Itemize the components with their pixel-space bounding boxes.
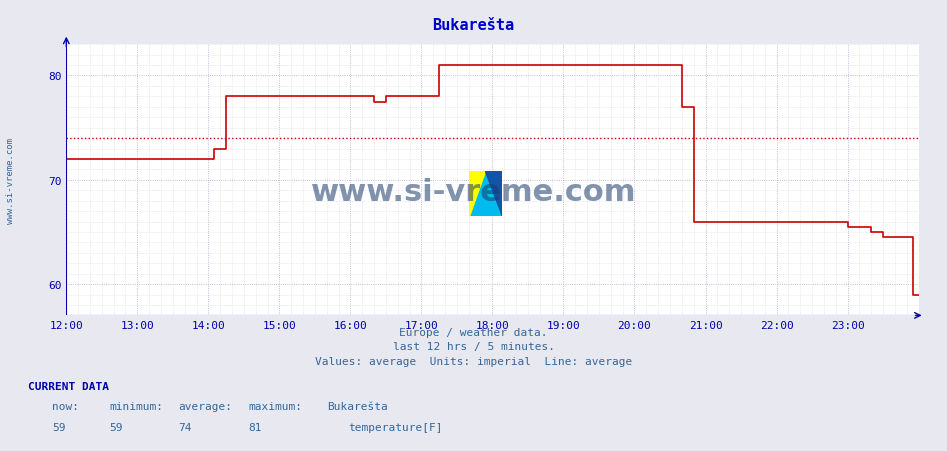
- Text: temperature[F]: temperature[F]: [348, 422, 443, 432]
- Text: average:: average:: [178, 401, 232, 411]
- Polygon shape: [486, 171, 502, 216]
- Text: 74: 74: [178, 422, 191, 432]
- Text: Europe / weather data.
last 12 hrs / 5 minutes.
Values: average  Units: imperial: Europe / weather data. last 12 hrs / 5 m…: [314, 327, 633, 367]
- Text: minimum:: minimum:: [109, 401, 163, 411]
- Text: www.si-vreme.com: www.si-vreme.com: [311, 177, 636, 206]
- Text: maximum:: maximum:: [248, 401, 302, 411]
- Text: now:: now:: [52, 401, 80, 411]
- Text: 59: 59: [109, 422, 122, 432]
- Text: www.si-vreme.com: www.si-vreme.com: [6, 138, 15, 223]
- Text: 81: 81: [248, 422, 261, 432]
- Text: Bukarešta: Bukarešta: [327, 401, 387, 411]
- Text: Bukarešta: Bukarešta: [433, 18, 514, 33]
- Text: CURRENT DATA: CURRENT DATA: [28, 381, 110, 391]
- Text: 59: 59: [52, 422, 65, 432]
- Polygon shape: [469, 171, 502, 216]
- Polygon shape: [469, 171, 486, 216]
